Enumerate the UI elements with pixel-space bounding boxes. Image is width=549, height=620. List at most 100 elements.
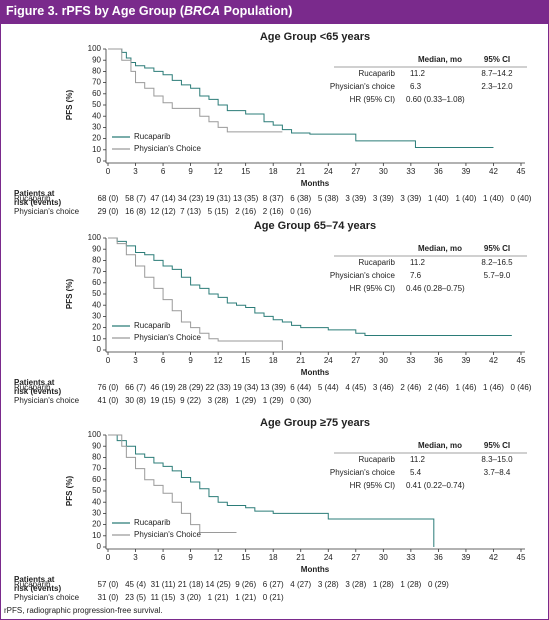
risk-row-name: Physician's choice — [14, 593, 80, 602]
x-tick-label: 45 — [517, 553, 526, 562]
stats-header: 95% CI — [484, 441, 510, 450]
risk-count: 45 (4) — [125, 580, 146, 589]
risk-count: 12 (12) — [150, 207, 176, 216]
x-tick-label: 27 — [351, 356, 360, 365]
x-tick-label: 27 — [351, 167, 360, 176]
x-tick-label: 6 — [161, 167, 166, 176]
x-tick-label: 33 — [406, 553, 415, 562]
y-tick-label: 90 — [92, 55, 101, 64]
risk-table-label: Patients at — [14, 189, 55, 198]
header-italic: BRCA — [184, 4, 220, 18]
stats-row-label: Physician's choice — [330, 82, 396, 91]
x-tick-label: 6 — [161, 553, 166, 562]
y-tick-label: 20 — [92, 134, 101, 143]
y-tick-label: 20 — [92, 520, 101, 529]
stats-hr-label: HR (95% CI) — [350, 481, 396, 490]
risk-row-name: Physician's choice — [14, 207, 80, 216]
risk-table-label: Patients at — [14, 378, 55, 387]
risk-count: 5 (15) — [208, 207, 229, 216]
stats-median: 6.3 — [410, 82, 422, 91]
legend-label: Physician's Choice — [134, 144, 201, 153]
survival-curve — [108, 434, 435, 547]
chart-title: Age Group ≥75 years — [260, 417, 370, 429]
legend-label: Rucaparib — [134, 132, 171, 141]
stats-median: 11.2 — [410, 455, 426, 464]
risk-count: 5 (38) — [318, 194, 339, 203]
stats-ci: 8.3–15.0 — [481, 455, 513, 464]
stats-median: 11.2 — [410, 258, 426, 267]
risk-count: 34 (23) — [178, 194, 204, 203]
risk-count: 31 (11) — [151, 580, 176, 589]
risk-count: 58 (7) — [125, 194, 146, 203]
x-axis-label: Months — [301, 368, 330, 377]
risk-count: 1 (28) — [373, 580, 394, 589]
risk-count: 0 (30) — [290, 396, 311, 405]
x-tick-label: 24 — [324, 167, 333, 176]
stats-hr-value: 0.60 (0.33–1.08) — [406, 95, 465, 104]
risk-count: 22 (33) — [205, 383, 231, 392]
y-axis-label: PFS (%) — [65, 279, 74, 310]
risk-count: 41 (0) — [98, 396, 119, 405]
y-tick-label: 0 — [97, 542, 102, 551]
survival-curve — [108, 48, 283, 133]
x-tick-label: 6 — [161, 356, 166, 365]
stats-median: 11.2 — [410, 69, 426, 78]
x-tick-label: 30 — [379, 356, 388, 365]
x-tick-label: 33 — [406, 356, 415, 365]
risk-count: 0 (29) — [428, 580, 449, 589]
risk-count: 9 (26) — [235, 580, 256, 589]
stats-ci: 3.7–8.4 — [484, 468, 511, 477]
x-tick-label: 36 — [434, 553, 443, 562]
y-tick-label: 20 — [92, 323, 101, 332]
y-tick-label: 60 — [92, 89, 101, 98]
stats-row-label: Rucaparib — [359, 258, 396, 267]
y-tick-label: 80 — [92, 256, 101, 265]
stats-row-label: Rucaparib — [359, 455, 396, 464]
y-tick-label: 80 — [92, 453, 101, 462]
risk-count: 13 (35) — [233, 194, 259, 203]
risk-table-label: risk (events) — [14, 198, 61, 207]
y-tick-label: 10 — [92, 531, 101, 540]
x-tick-label: 42 — [489, 356, 498, 365]
y-tick-label: 50 — [92, 100, 101, 109]
risk-row-name: Rucaparib — [14, 580, 51, 589]
y-tick-label: 70 — [92, 464, 101, 473]
risk-table-label: risk (events) — [14, 584, 61, 593]
risk-count: 1 (21) — [235, 593, 256, 602]
risk-count: 47 (14) — [150, 194, 176, 203]
y-tick-label: 100 — [88, 430, 102, 439]
stats-ci: 8.7–14.2 — [481, 69, 513, 78]
risk-count: 0 (21) — [263, 593, 284, 602]
stats-ci: 8.2–16.5 — [481, 258, 513, 267]
y-tick-label: 60 — [92, 475, 101, 484]
x-tick-label: 15 — [241, 167, 250, 176]
x-tick-label: 12 — [214, 553, 223, 562]
risk-count: 7 (13) — [180, 207, 201, 216]
risk-table-label: risk (events) — [14, 387, 61, 396]
risk-table-label: Patients at — [14, 575, 55, 584]
risk-count: 76 (0) — [98, 383, 119, 392]
x-tick-label: 9 — [188, 356, 193, 365]
x-tick-label: 3 — [133, 356, 138, 365]
y-tick-label: 60 — [92, 278, 101, 287]
risk-count: 3 (39) — [373, 194, 394, 203]
risk-count: 4 (27) — [290, 580, 311, 589]
stats-hr-label: HR (95% CI) — [350, 95, 396, 104]
survival-curve — [108, 434, 237, 533]
risk-count: 1 (21) — [208, 593, 229, 602]
y-tick-label: 40 — [92, 111, 101, 120]
stats-row-label: Physician's choice — [330, 271, 396, 280]
risk-count: 1 (46) — [455, 383, 476, 392]
y-tick-label: 0 — [97, 156, 102, 165]
risk-count: 21 (18) — [178, 580, 204, 589]
risk-count: 5 (44) — [318, 383, 339, 392]
y-tick-label: 10 — [92, 145, 101, 154]
risk-row-name: Rucaparib — [14, 383, 51, 392]
stats-header: 95% CI — [484, 55, 510, 64]
y-tick-label: 70 — [92, 267, 101, 276]
risk-row-name: Rucaparib — [14, 194, 51, 203]
risk-count: 19 (31) — [205, 194, 231, 203]
risk-count: 3 (39) — [400, 194, 421, 203]
y-tick-label: 10 — [92, 334, 101, 343]
risk-count: 68 (0) — [98, 194, 119, 203]
